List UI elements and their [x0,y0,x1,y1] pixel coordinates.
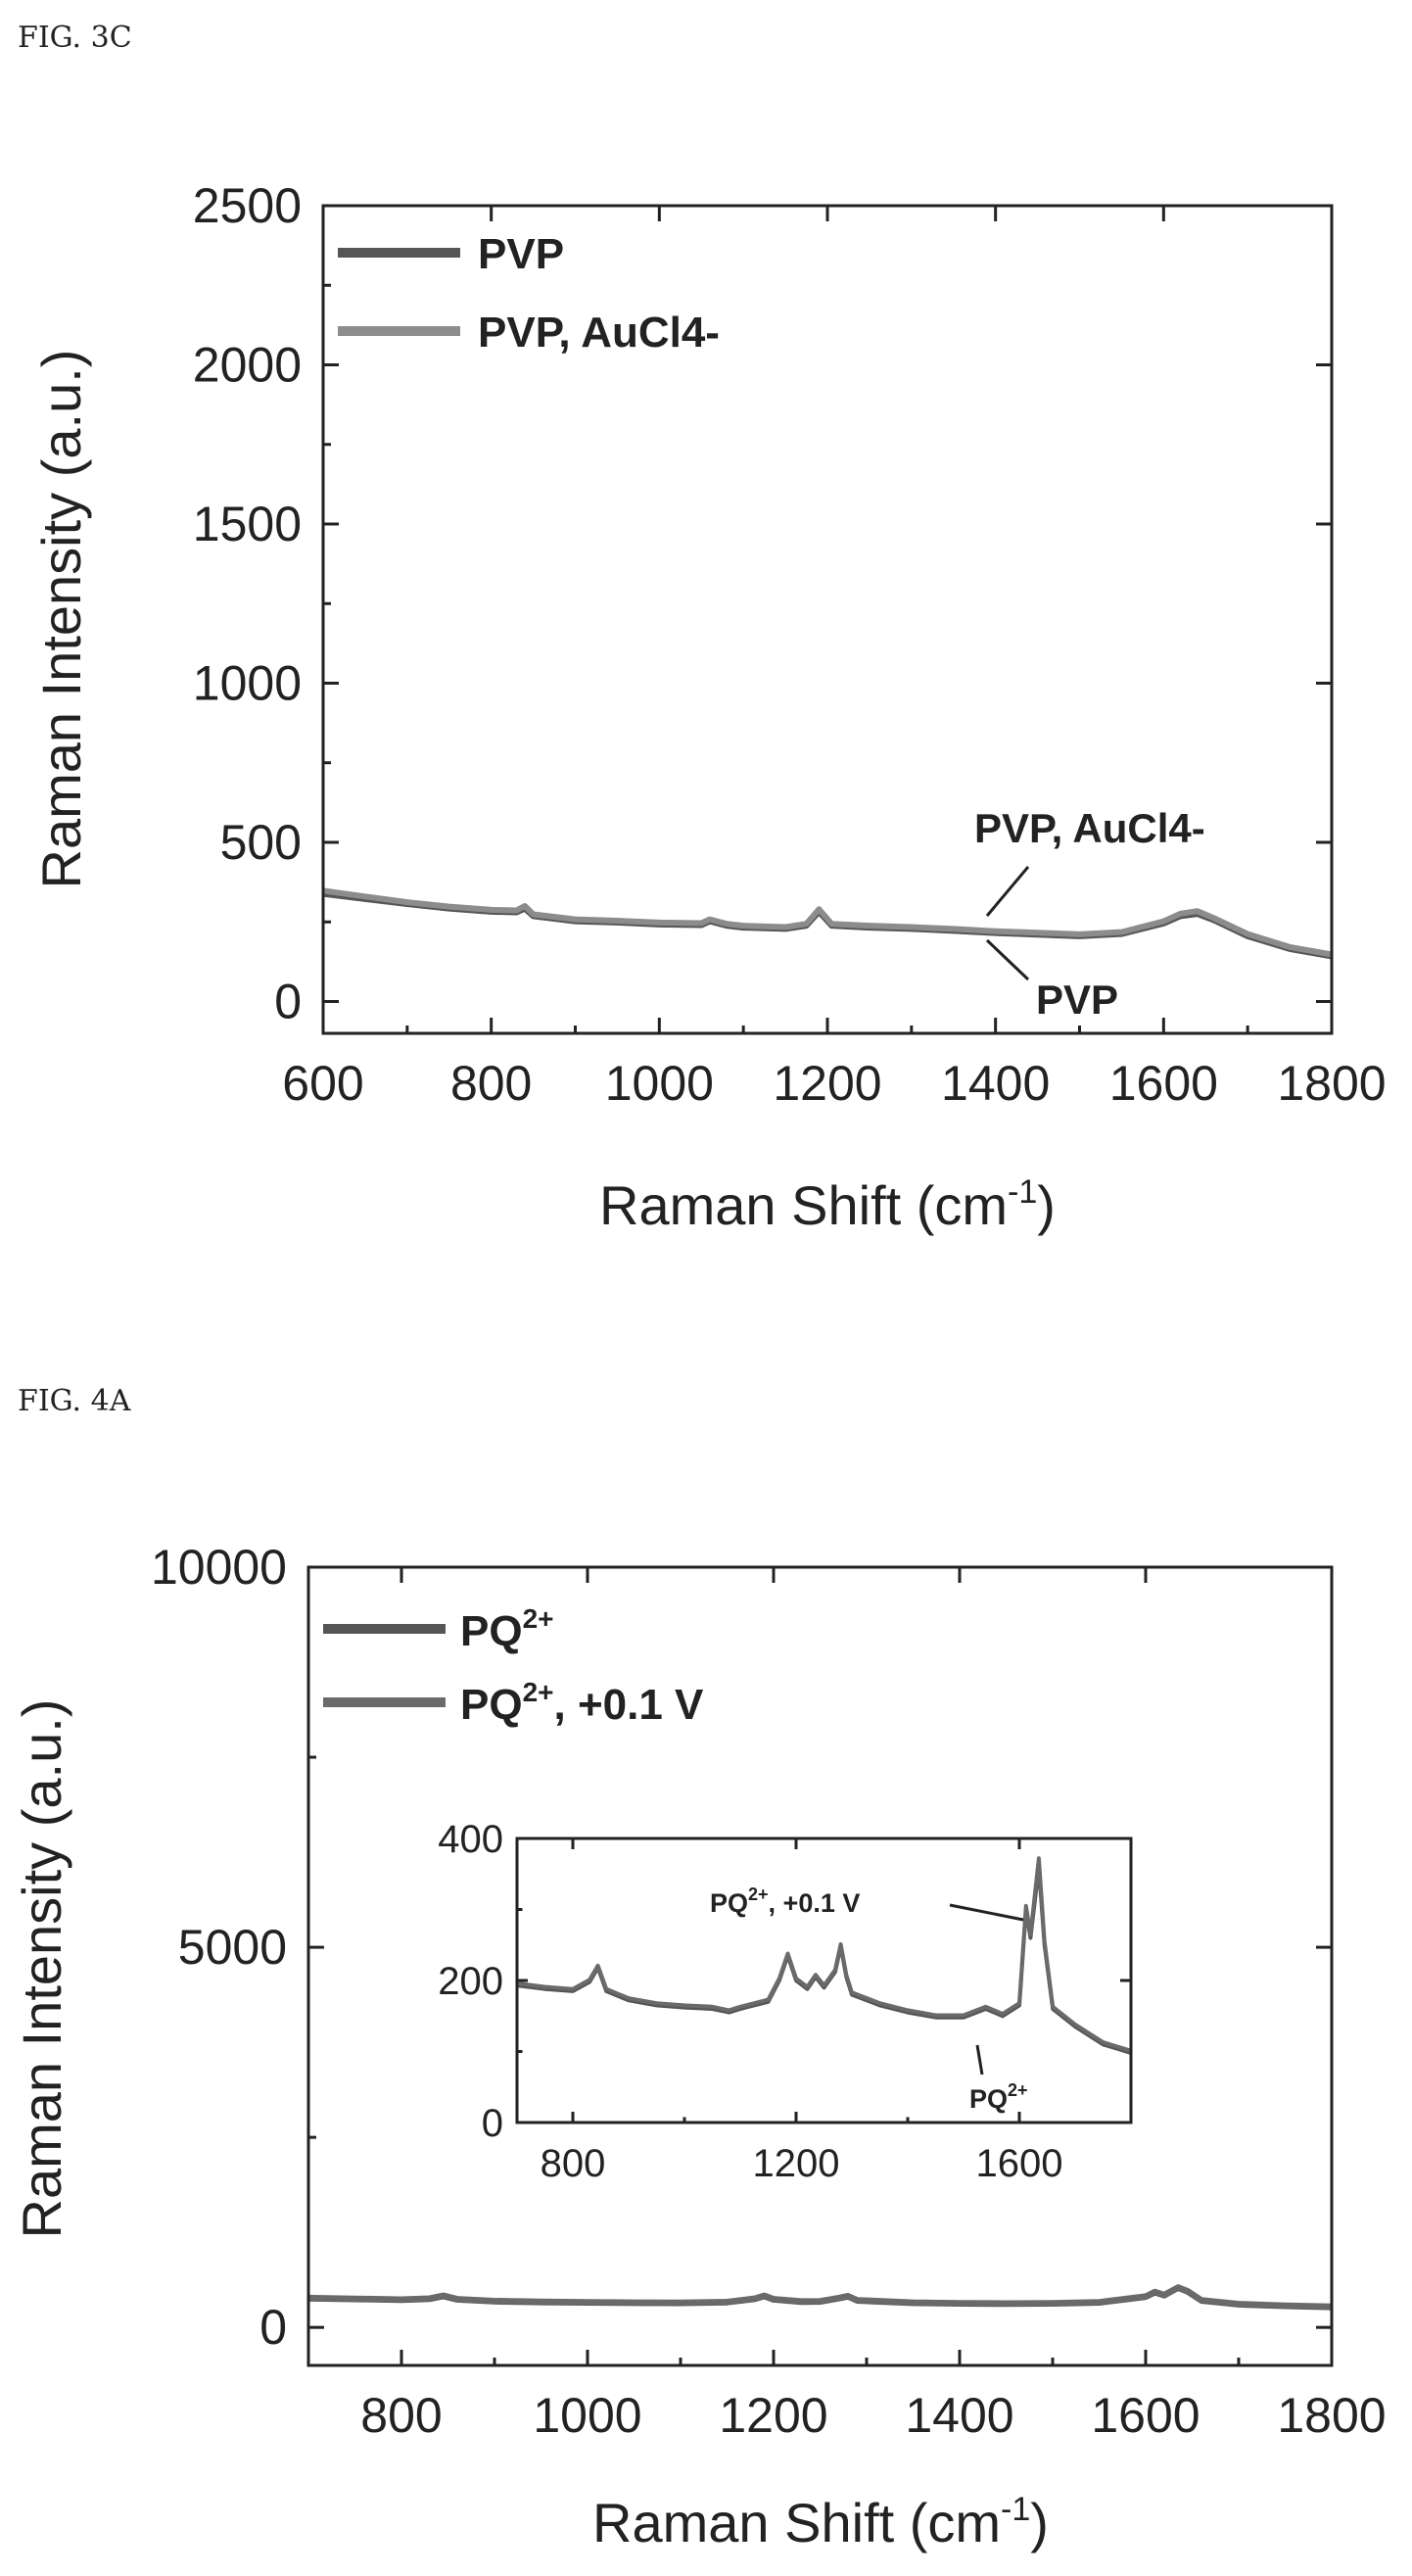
fig4a-y-tick-label: 10000 [151,1540,287,1595]
fig3c-annotation-leader-top [985,866,1030,917]
fig3c-legend-label-pvp: PVP [478,230,564,278]
fig4a-x-tick-label: 1000 [533,2388,641,2443]
fig3c-y-tick-label: 1500 [193,497,302,551]
fig4a-x-axis-label: Raman Shift (cm-1) [592,2491,1049,2553]
fig3c-y-tick-label: 1000 [193,656,302,711]
fig4a-legend-label-pq2-01v: PQ2+, +0.1 V [460,1677,704,1729]
fig3c-y-tick-label: 0 [274,975,302,1029]
fig3c-series-line-2 [322,887,1333,958]
fig4a-y-axis-label: Raman Intensity (a.u.) [11,1699,72,2239]
fig4a-inset-x-tick-label: 800 [541,2142,606,2185]
fig3c-x-tick-label: 1800 [1277,1056,1386,1111]
fig4a-x-tick-label: 1800 [1277,2388,1386,2443]
fig3c-y-tick-label: 2000 [193,338,302,393]
fig3c-plot-frame [321,204,1334,1035]
fig3c-annotation-leader-bottom [985,938,1030,981]
fig4a-inset-y-tick-label: 200 [438,1960,503,2003]
fig4a-inset-annotation-leader-bottom [975,2044,984,2075]
fig4a-y-tick-label: 0 [259,2300,287,2355]
fig4a-inset-x-tick-label: 1200 [753,2142,840,2185]
fig3c-label: FIG. 3C [18,21,132,55]
fig4a-inset-tick-layer: 800 1200 1600 0 200 400 [438,1818,1131,2185]
fig4a-inset-series-line-2 [516,1856,1132,2053]
fig4a-series-layer [307,2284,1333,2311]
fig4a-x-tick-label: 1400 [905,2388,1013,2443]
fig3c-y-tick-label: 2500 [193,178,302,233]
fig4a-tick-layer: 800 1000 1200 1400 1600 1800 0 5000 10000 [151,1540,1387,2443]
fig4a-plot-frame [306,1565,1334,2367]
fig4a-inset-y-tick-label: 400 [438,1818,503,1861]
fig4a-inset-annotation-pq2-01v: PQ2+, +0.1 V [710,1884,860,1918]
fig3c-annotation-pvp: PVP [1036,977,1118,1023]
fig3c-x-tick-label: 1600 [1109,1056,1218,1111]
fig3c-x-tick-label: 1200 [773,1056,881,1111]
fig3c-x-tick-label: 600 [282,1056,363,1111]
fig3c-series-layer [322,887,1333,960]
fig4a-x-tick-label: 1200 [719,2388,827,2443]
fig4a-y-tick-label: 5000 [178,1920,287,1975]
fig4a-label: FIG. 4A [18,1384,131,1418]
fig3c-x-tick-label: 1000 [605,1056,714,1111]
fig4a-series-line-2 [307,2284,1333,2310]
fig3c-y-axis-label: Raman Intensity (a.u.) [30,350,92,889]
fig4a-inset-series-layer [516,1856,1132,2055]
fig4a-x-tick-label: 1600 [1091,2388,1200,2443]
fig4a-x-tick-label: 800 [360,2388,442,2443]
fig3c-annotation-pvp-aucl4: PVP, AuCl4- [974,805,1205,851]
fig4a-legend-label-pq2: PQ2+ [460,1603,554,1655]
fig4a-inset-annotation-pq2: PQ2+ [969,2080,1028,2114]
fig3c-x-axis-label: Raman Shift (cm-1) [599,1173,1056,1236]
fig3c-tick-layer: 600 800 1000 1200 1400 1600 1800 0 500 1000 1500 20… [193,178,1387,1111]
fig3c-series-line-1 [322,890,1333,960]
fig4a-inset-y-tick-label: 0 [482,2102,503,2145]
fig4a-inset-frame [515,1837,1133,2124]
fig3c-y-tick-label: 500 [220,815,302,870]
fig4a-inset-x-tick-label: 1600 [976,2142,1063,2185]
fig3c-x-tick-label: 1400 [941,1056,1050,1111]
fig4a-inset-annotation-leader-top [949,1903,1024,1922]
fig3c-legend-label-pvp-aucl4: PVP, AuCl4- [478,309,720,357]
fig3c-x-tick-label: 800 [450,1056,532,1111]
